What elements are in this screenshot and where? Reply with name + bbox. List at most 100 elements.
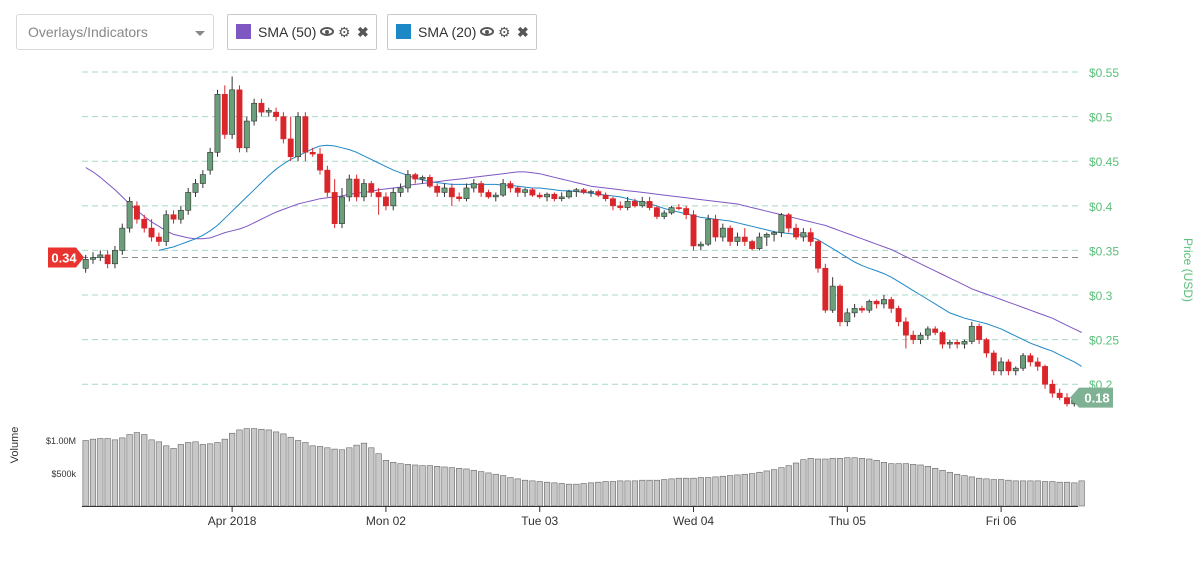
candle-body xyxy=(961,341,968,345)
volume-bar xyxy=(529,480,536,507)
sma-20-chip[interactable]: SMA (20) ⚙ ✖ xyxy=(387,14,537,50)
volume-bar xyxy=(880,462,888,507)
chart-toolbar: Overlays/Indicators SMA (50) ⚙ ✖ SMA (20… xyxy=(0,0,1196,60)
candle-body xyxy=(404,174,411,189)
volume-bar xyxy=(236,429,243,507)
sma-20-swatch xyxy=(396,24,411,39)
x-tick-label: Thu 05 xyxy=(829,514,867,528)
chevron-down-icon[interactable] xyxy=(195,31,205,36)
candle-body xyxy=(112,250,118,265)
candle-body xyxy=(734,236,741,242)
volume-bar xyxy=(741,473,748,507)
x-tick-label: Mon 02 xyxy=(366,514,406,528)
candle-body xyxy=(419,176,426,180)
candle-body xyxy=(924,328,931,336)
volume-bar xyxy=(873,460,880,507)
y-tick-label: $0.55 xyxy=(1089,66,1119,80)
volume-bar xyxy=(851,457,858,507)
volume-bar xyxy=(434,466,441,507)
volume-bar xyxy=(536,481,543,507)
candle-body xyxy=(617,205,624,208)
volume-bar xyxy=(631,480,639,507)
volume-bar xyxy=(770,469,778,507)
volume-bar xyxy=(463,468,470,507)
volume-bar xyxy=(353,444,360,507)
close-icon[interactable]: ✖ xyxy=(517,24,529,40)
sma-50-path xyxy=(85,167,1082,333)
volume-bar xyxy=(412,464,419,507)
volume-bar xyxy=(690,477,697,507)
eye-icon[interactable] xyxy=(480,27,494,36)
candle-body xyxy=(990,352,997,372)
volume-bar xyxy=(946,471,953,507)
volume-bar xyxy=(251,428,258,507)
candle-body xyxy=(426,176,433,187)
volume-bar xyxy=(382,460,390,507)
eye-icon[interactable] xyxy=(320,27,334,36)
volume-bar xyxy=(602,481,609,507)
candle-body xyxy=(390,192,397,207)
volume-bar xyxy=(1012,480,1019,507)
volume-bar xyxy=(902,463,909,507)
candle-body xyxy=(785,214,792,229)
axes xyxy=(82,506,1078,512)
volume-bar xyxy=(133,432,141,507)
volume-bar xyxy=(910,464,917,507)
candle-body xyxy=(595,191,602,196)
volume-bar xyxy=(338,449,346,507)
volume-bar xyxy=(1034,480,1041,507)
candle-body xyxy=(258,102,265,113)
volume-bar xyxy=(639,479,646,507)
volume-bar xyxy=(624,480,631,507)
volume-bar xyxy=(734,474,741,507)
volume-bar xyxy=(419,465,426,507)
volume-bar xyxy=(331,448,338,507)
volume-bar xyxy=(983,478,990,507)
volume-bar xyxy=(192,441,199,507)
volume-bar xyxy=(895,463,902,507)
sma-50-line xyxy=(85,167,1082,333)
sma-50-swatch xyxy=(236,24,251,39)
volume-bar xyxy=(390,462,397,507)
candle-body xyxy=(749,241,756,249)
volume-bar xyxy=(1078,480,1085,507)
candle-body xyxy=(932,328,939,333)
left-price-badge xyxy=(48,247,84,268)
candle-body xyxy=(463,187,470,199)
sma-50-chip[interactable]: SMA (50) ⚙ ✖ xyxy=(227,14,377,50)
volume-bar xyxy=(148,439,155,507)
candle-body xyxy=(163,214,170,242)
volume-bar xyxy=(456,467,463,507)
candle-body xyxy=(602,194,609,199)
volume-bar xyxy=(1063,481,1071,507)
volume-bar xyxy=(543,481,551,507)
candle-body xyxy=(895,308,902,323)
candle-body xyxy=(917,334,924,340)
close-icon[interactable]: ✖ xyxy=(357,24,369,40)
volume-bar xyxy=(258,428,265,507)
volume-bar xyxy=(763,470,770,507)
gear-icon[interactable]: ⚙ xyxy=(338,24,351,40)
candle-body xyxy=(500,183,507,196)
candle-body xyxy=(653,207,660,217)
volume-bar xyxy=(1041,481,1049,507)
volume-bar xyxy=(507,477,514,507)
candle-body xyxy=(507,183,514,189)
gear-icon[interactable]: ⚙ xyxy=(498,24,511,40)
volume-bar xyxy=(822,458,829,507)
volume-bar xyxy=(565,483,573,507)
candle-body xyxy=(1034,361,1041,367)
last-price-badge xyxy=(1070,387,1113,408)
candle-body xyxy=(448,187,455,198)
overlays-indicators-select[interactable]: Overlays/Indicators xyxy=(16,14,214,50)
volume-bar xyxy=(617,480,624,507)
candle-body xyxy=(280,116,287,140)
candle-body xyxy=(551,193,558,199)
volume-bar xyxy=(1005,479,1012,507)
candle-body xyxy=(287,138,294,158)
volume-bar xyxy=(1027,480,1034,507)
candle-body xyxy=(1049,383,1056,394)
candle-body xyxy=(492,194,499,198)
volume-bar xyxy=(294,440,302,507)
